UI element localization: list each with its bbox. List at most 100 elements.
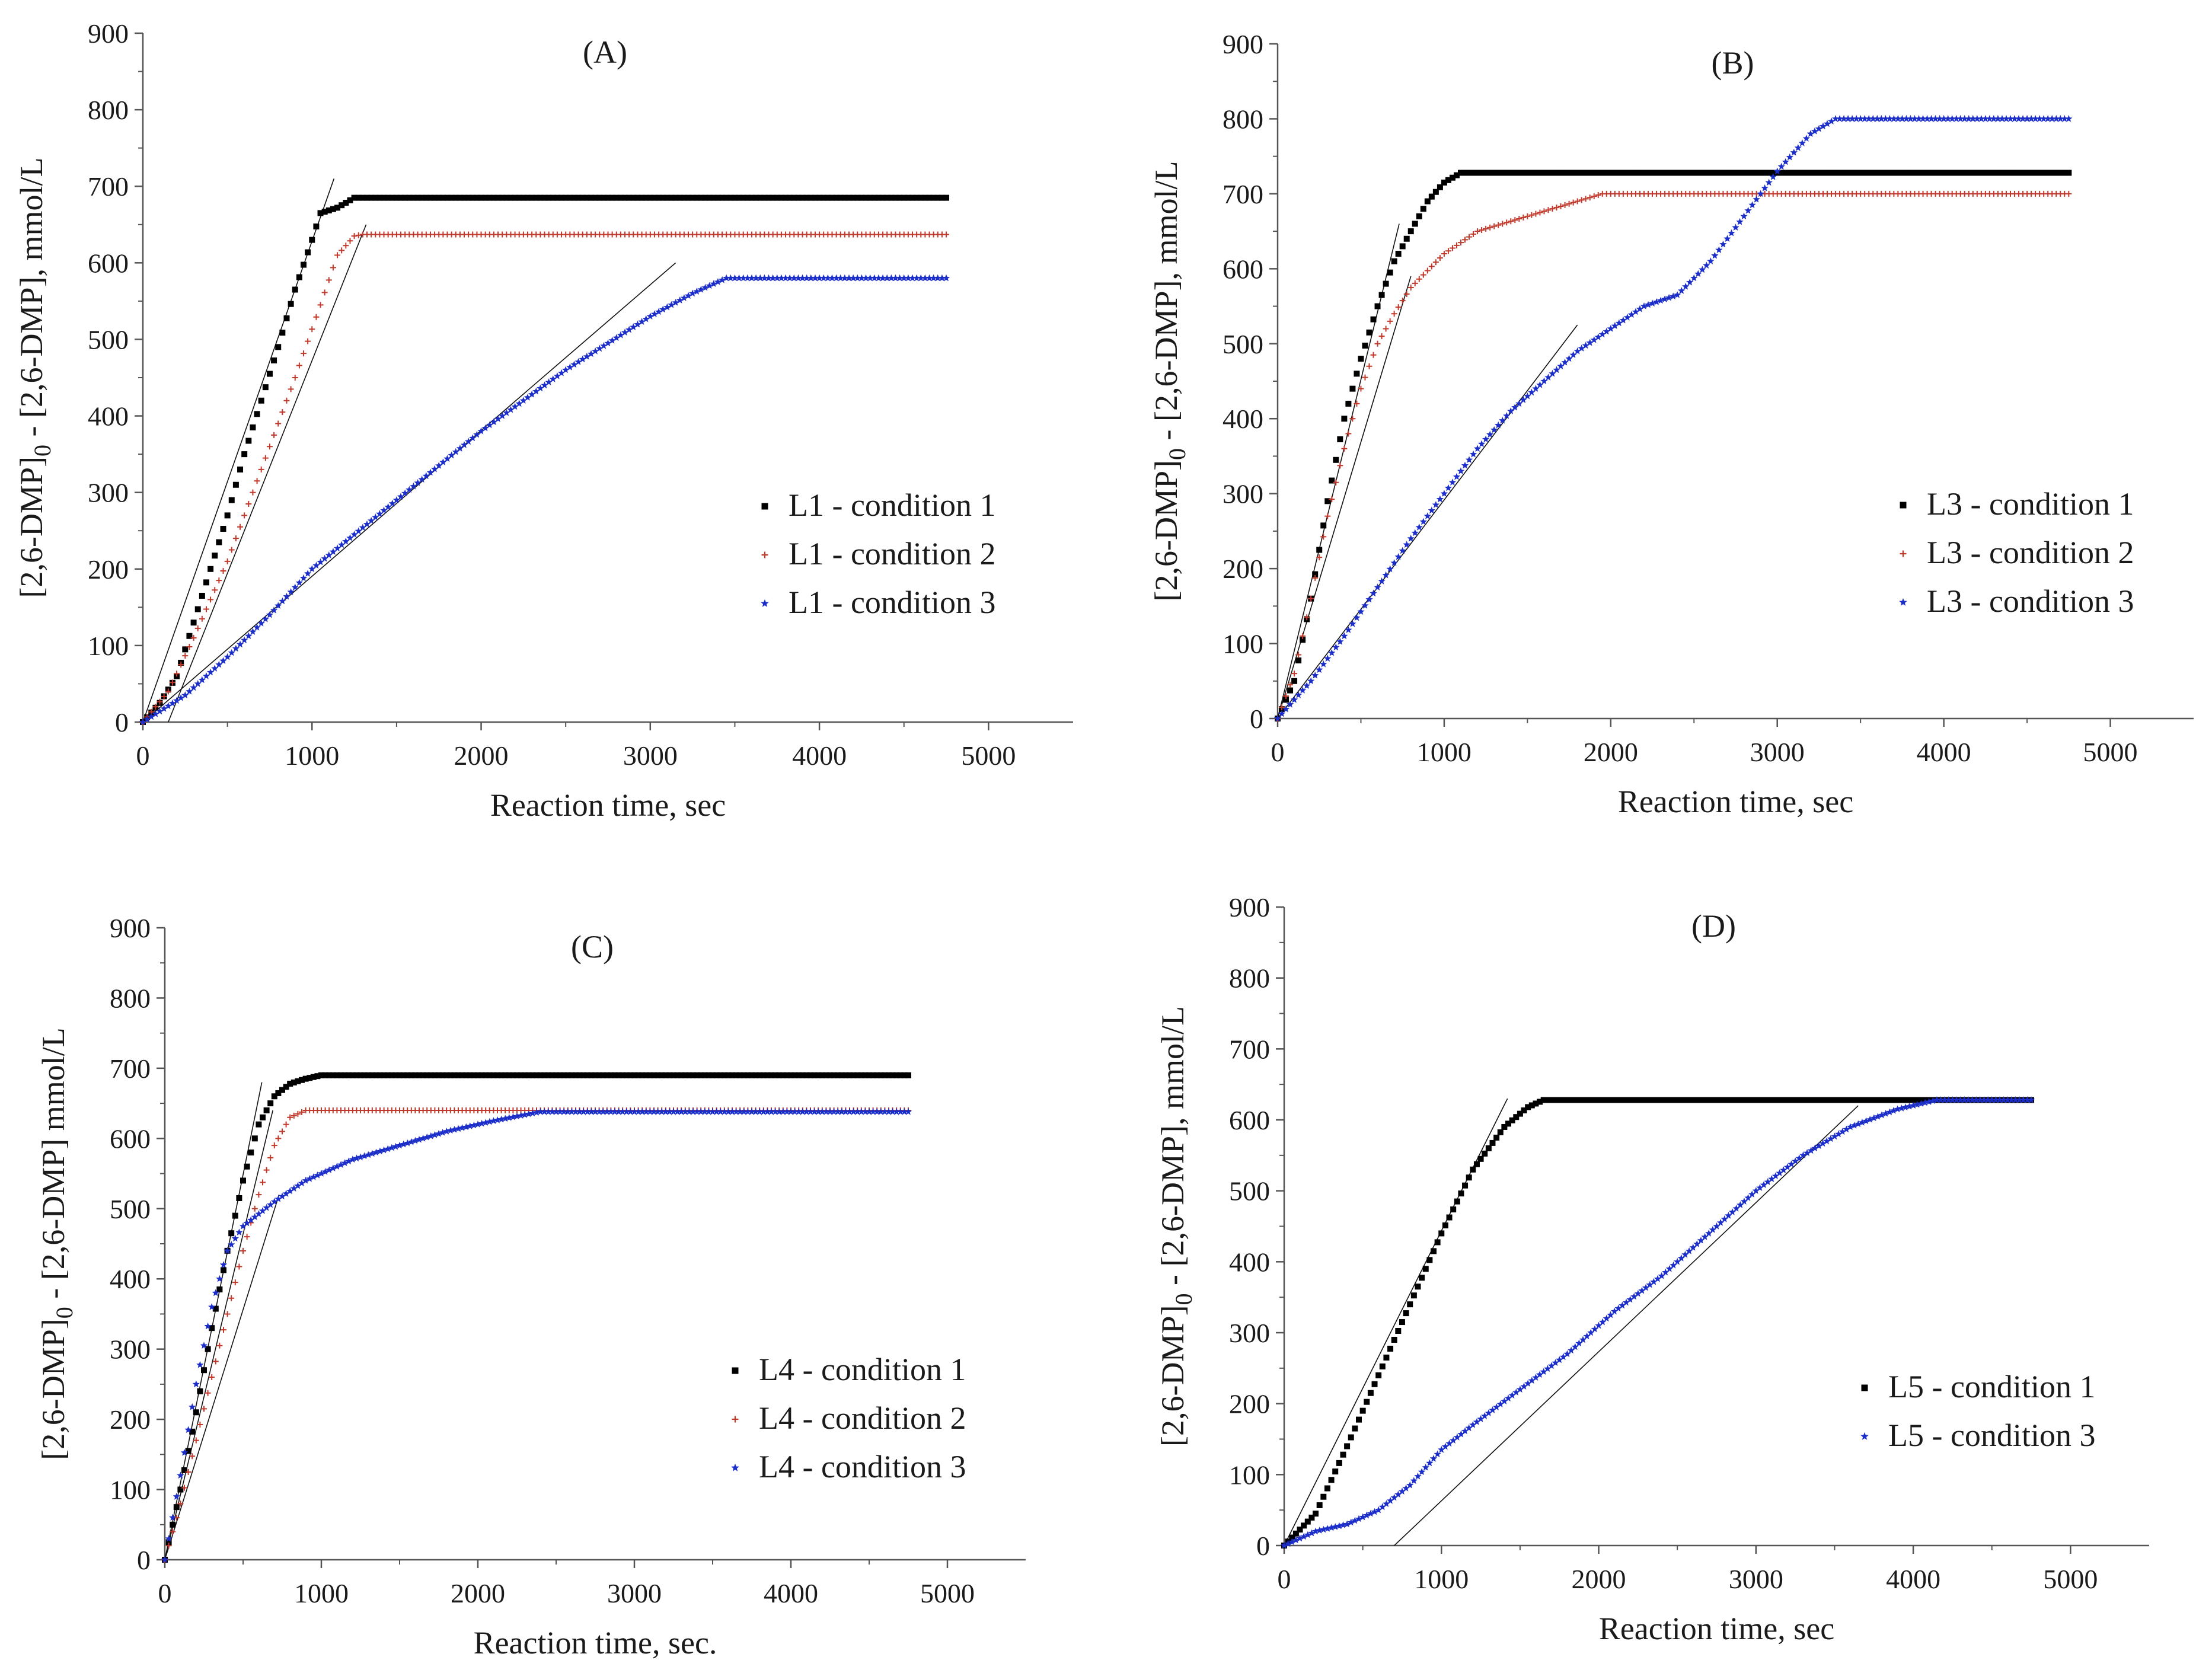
data-point [1423,512,1431,519]
data-point [662,1107,669,1115]
data-point [830,1107,838,1115]
data-point [1528,1377,1536,1384]
data-point [1715,246,1723,253]
data-point [757,194,764,201]
data-point [190,634,197,641]
data-point [410,194,417,201]
data-point [368,1150,376,1157]
data-point [408,1072,414,1078]
x-tick-label: 3000 [607,1578,662,1608]
data-point [1378,333,1385,340]
data-point [412,1072,419,1078]
data-point [1603,1314,1610,1322]
data-point [1732,224,1739,231]
data-point [1599,1318,1607,1326]
data-point [1914,1097,1920,1103]
data-point [611,1107,619,1115]
data-point [1858,1119,1866,1126]
data-point [1336,637,1344,645]
data-point [2061,170,2068,176]
data-point [1760,1181,1768,1188]
data-point [173,697,181,704]
data-point [1799,1151,1807,1159]
data-point [1473,1161,1480,1167]
data-point [173,1492,180,1500]
data-point [1361,602,1369,609]
data-point [333,544,341,552]
data-point [343,242,349,249]
data-point [237,466,244,472]
data-point [1928,170,1935,176]
data-point [1790,170,1797,176]
data-point [474,194,480,201]
data-point [419,194,425,201]
data-point [306,1174,314,1182]
data-point [395,1141,404,1149]
data-point [549,1072,556,1078]
data-point [1878,1111,1886,1119]
data-point [1697,1236,1705,1244]
data-point [1819,122,1827,130]
data-point [743,274,751,282]
data-point [458,1124,466,1131]
series-3 [1273,114,2073,722]
data-point [260,1114,266,1120]
data-point [2012,1096,2019,1103]
data-point [873,1107,881,1115]
data-point [557,1072,563,1078]
data-point [1889,1107,1898,1114]
y-tick-label: 300 [88,478,129,508]
data-point [456,444,464,452]
data-point [1591,170,1597,176]
data-point [380,506,388,514]
data-point [1419,518,1427,525]
data-point [494,415,502,422]
data-point [905,1072,911,1078]
data-point [1819,1139,1827,1147]
data-point [909,194,915,201]
data-point [1341,416,1348,422]
data-point [615,1107,623,1115]
data-point [1706,1097,1712,1103]
data-point [288,301,294,307]
y-tick-label: 200 [1222,554,1263,584]
data-point [263,1203,270,1211]
data-point [1399,547,1406,554]
legend: L4 - condition 1L4 - condition 2L4 - con… [731,1352,966,1484]
data-point [1536,381,1544,388]
data-point [744,194,751,201]
data-point [1640,302,1648,309]
data-point [1304,1518,1311,1525]
data-point [630,323,637,330]
data-point [1744,1194,1752,1201]
fit-line [1284,1098,1508,1546]
data-point [617,331,625,339]
data-point [748,194,755,201]
data-point [1956,114,1964,122]
data-point [646,1107,654,1115]
data-point [708,1107,717,1115]
data-point [1890,114,1898,122]
data-point [2006,114,2015,122]
data-point [1304,1531,1311,1538]
data-point [528,390,536,398]
data-point [1540,1368,1547,1375]
data-point [1594,333,1602,340]
data-point [1980,1096,1988,1103]
data-point [1641,170,1647,176]
data-point [739,274,747,282]
data-point [173,1504,180,1511]
data-point [1477,440,1486,448]
data-point [550,194,556,201]
data-point [1655,1097,1661,1103]
data-point [1736,218,1744,225]
data-point [503,194,510,201]
data-point [1407,228,1414,235]
data-point [1354,400,1360,407]
data-point [1371,1381,1378,1387]
data-point [435,462,443,469]
data-point [574,358,582,365]
data-point [510,1072,516,1078]
data-point [1937,1096,1945,1103]
data-point [871,194,877,201]
